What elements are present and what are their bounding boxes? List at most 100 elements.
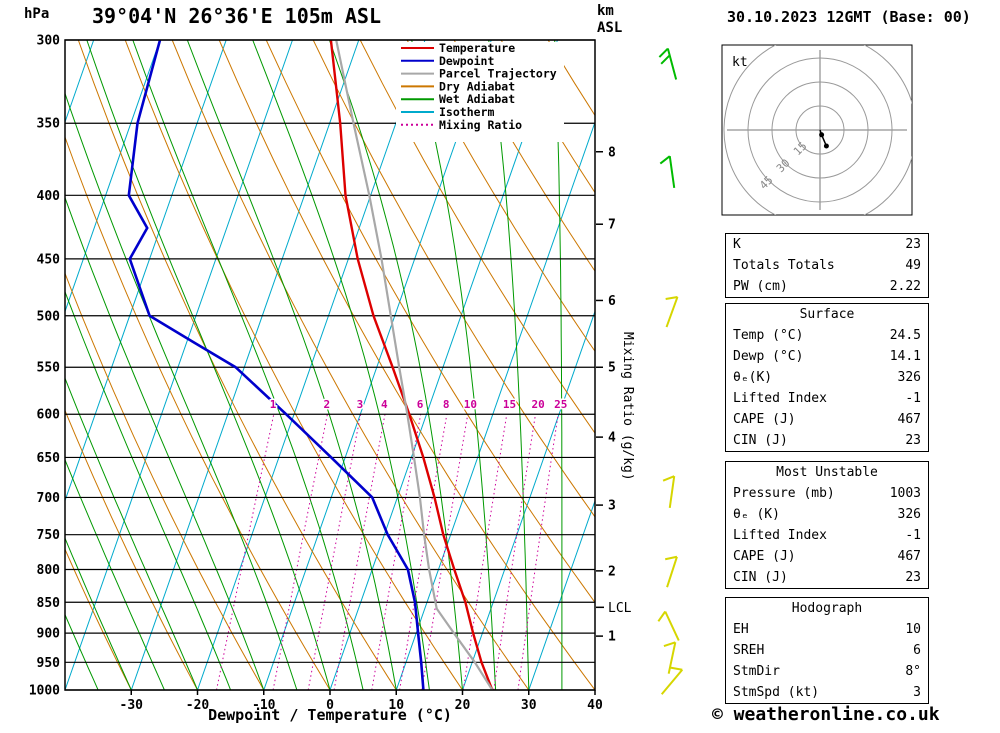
table-row: SREH 6 (726, 640, 928, 661)
legend-label: Temperature (439, 41, 515, 55)
legend-background (396, 42, 564, 142)
hodograph-ring (747, 57, 893, 203)
station-title: 39°04'N 26°36'E 105m ASL (92, 4, 381, 28)
stat-value: 14.1 (889, 349, 921, 364)
wind-barb-column (657, 47, 684, 695)
stat-value: 2.22 (889, 279, 921, 294)
mixing-ratio-value-label: 2 (323, 398, 330, 411)
mixing-ratio-line (493, 414, 536, 690)
wind-barb-staff (665, 296, 679, 328)
dry-adiabat-line (65, 547, 132, 690)
indices-table: K 23 Totals Totals 49 PW (cm) 2.22 (725, 233, 929, 298)
pressure-tick-label: 350 (37, 117, 61, 132)
pressure-tick-label: 300 (37, 34, 61, 49)
isotherm-line (65, 40, 161, 313)
stat-value: 49 (905, 258, 921, 273)
mixing-ratio-line (307, 414, 362, 690)
stat-value: 467 (897, 412, 921, 427)
temp-tick-label: 0 (326, 698, 334, 713)
stat-label: θₑ (K) (733, 507, 780, 522)
pressure-tick-label: 600 (37, 408, 61, 423)
mixing-ratio-line (272, 414, 328, 690)
pressure-unit-label: hPa (24, 6, 50, 22)
mixing-ratio-value-label: 4 (381, 398, 388, 411)
temp-tick-label: -10 (252, 698, 276, 713)
stat-label: θₑ(K) (733, 370, 773, 385)
isotherm-line (462, 309, 595, 690)
pressure-tick-label: 400 (37, 189, 61, 204)
pressure-tick-label: 450 (37, 252, 61, 267)
mixing-ratio-value-label: 3 (357, 398, 364, 411)
table-row: Temp (°C) 24.5 (726, 325, 928, 346)
stat-value: 467 (897, 549, 921, 564)
wind-barb (662, 475, 676, 508)
table-row: K 23 (726, 234, 928, 255)
table-row: CAPE (J) 467 (726, 546, 928, 567)
wind-barb-staff (667, 642, 677, 674)
km-tick-label: 1 (608, 630, 616, 645)
stat-label: Totals Totals (733, 258, 835, 273)
wind-barb (665, 295, 679, 328)
stat-value: 23 (905, 570, 921, 585)
mixing-ratio-value-label: 6 (417, 398, 424, 411)
temp-tick-label: -30 (120, 698, 144, 713)
hodograph-ring (795, 105, 845, 155)
stat-value: 23 (905, 237, 921, 252)
stat-value: 10 (905, 622, 921, 637)
hodograph-trace-point (823, 143, 829, 149)
wet-adiabat-line (86, 40, 331, 690)
isotherm-line (197, 40, 426, 690)
table-row: CIN (J) 23 (726, 430, 928, 451)
hodograph-ring (723, 45, 912, 215)
stat-label: PW (cm) (733, 279, 788, 294)
wind-barb-feather (662, 475, 675, 482)
wind-barb (660, 666, 684, 695)
isotherm-line (0, 40, 28, 690)
stat-value: -1 (905, 528, 921, 543)
legend-label: Dry Adiabat (439, 79, 515, 93)
stat-value: 3 (913, 685, 921, 700)
pressure-tick-label: 750 (37, 528, 61, 543)
pressure-tick-label: 700 (37, 491, 61, 506)
wind-barb-staff (664, 611, 680, 641)
stat-value: 326 (897, 507, 921, 522)
stat-label: Temp (°C) (733, 328, 804, 343)
temp-tick-label: 20 (455, 698, 471, 713)
wet-adiabat-line (65, 613, 99, 690)
wind-barb (663, 641, 677, 674)
isotherm-line (263, 40, 492, 690)
stat-value: 24.5 (889, 328, 921, 343)
stat-label: StmDir (733, 664, 780, 679)
temp-tick-label: 40 (587, 698, 603, 713)
stat-value: 8° (905, 664, 921, 679)
wind-barb (664, 555, 678, 588)
dewpoint-curve (127, 40, 425, 690)
table-row: Dewp (°C) 14.1 (726, 346, 928, 367)
stat-value: -1 (905, 391, 921, 406)
stat-value: 6 (913, 643, 921, 658)
mixing-ratio-value-label: 20 (531, 398, 544, 411)
table-row: θₑ(K) 326 (726, 367, 928, 388)
wet-adiabat-line (132, 40, 364, 690)
wind-barb-feather (663, 641, 676, 648)
wind-barb-feather (658, 47, 669, 58)
table-title: Surface (799, 307, 855, 322)
km-tick-label: 3 (608, 499, 616, 514)
table-row: Pressure (mb) 1003 (726, 483, 928, 504)
mixing-ratio-value-label: 1 (270, 398, 277, 411)
legend-label: Wet Adiabat (439, 92, 515, 106)
stat-value: 326 (897, 370, 921, 385)
legend-label: Mixing Ratio (439, 118, 522, 132)
wind-barb-staff (666, 48, 678, 80)
km-tick-label: 2 (608, 564, 616, 579)
copyright-credit: © weatheronline.co.uk (712, 704, 940, 725)
legend-label: Parcel Trajectory (439, 67, 557, 81)
isotherm-line (65, 40, 293, 690)
isotherm-line (65, 40, 227, 503)
stat-label: CAPE (J) (733, 549, 796, 564)
stat-label: CIN (J) (733, 570, 788, 585)
mixing-ratio-line (216, 414, 275, 690)
dry-adiabat-line (359, 40, 595, 435)
